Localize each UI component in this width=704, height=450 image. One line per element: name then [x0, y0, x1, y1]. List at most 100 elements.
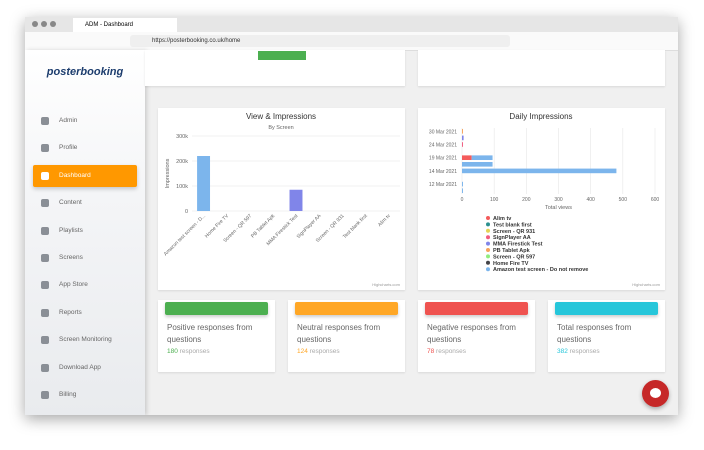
card-color-bar	[555, 302, 658, 315]
legend-marker[interactable]	[486, 241, 490, 246]
menu-label: Billing	[59, 391, 77, 398]
chart-title: Daily Impressions	[509, 112, 572, 121]
legend-marker[interactable]	[486, 222, 490, 227]
menu-label: Playlists	[59, 226, 83, 234]
y-tick-label: 12 Mar 2021	[429, 182, 457, 188]
bar-segment	[462, 155, 472, 161]
response-card: Positive responses from questions 180 res…	[158, 300, 275, 372]
y-tick-label: 200k	[176, 159, 188, 165]
legend-marker[interactable]	[486, 228, 490, 233]
bar-segment	[462, 128, 463, 134]
response-card: Negative responses from questions 78 resp…	[418, 300, 535, 372]
card-count-line: 78 responses	[427, 348, 466, 355]
menu-label: Reports	[59, 308, 82, 316]
card-count: 180	[167, 348, 178, 355]
card-color-bar	[425, 302, 528, 315]
chart: View & Impressions By Screen 0 100k 200k 300k…	[163, 112, 401, 287]
url-field[interactable]: https://posterbooking.co.uk/home	[130, 35, 510, 47]
x-tick-label: 300	[554, 197, 563, 203]
menu-icon	[41, 254, 49, 262]
card-count-line: 180 responses	[167, 348, 210, 355]
card-unit: responses	[179, 348, 210, 355]
card-count: 382	[557, 348, 568, 355]
menu-icon	[41, 308, 49, 317]
browser-tab[interactable]: ADM - Dashboard	[73, 18, 177, 32]
card-title: Neutral responses from questions	[297, 323, 381, 344]
menu-label: App Store	[59, 281, 88, 289]
legend-marker[interactable]	[486, 267, 490, 272]
bar-segment	[462, 181, 463, 187]
browser-window: ADM - Dashboard https://posterbooking.co…	[25, 17, 678, 415]
bar-segment	[462, 188, 463, 194]
card-unit: responses	[569, 348, 600, 355]
bar-segment	[462, 135, 464, 141]
legend-label[interactable]: Home Fire TV	[493, 261, 529, 267]
menu-label: Screen Monitoring	[59, 336, 112, 344]
menu-item[interactable]: Screens	[33, 247, 137, 269]
menu-item[interactable]: Content	[33, 192, 137, 214]
card-header-bar	[258, 51, 306, 60]
legend-label[interactable]: Screen - QR 597	[493, 254, 535, 260]
menu-item[interactable]: App Store	[33, 274, 137, 296]
chat-button[interactable]	[642, 380, 669, 407]
menu-icon	[41, 199, 49, 208]
legend-marker[interactable]	[486, 235, 490, 240]
legend-label[interactable]: PB Tablet Apk	[493, 248, 531, 254]
top-card	[145, 50, 405, 86]
menu-icon	[41, 144, 49, 153]
card-color-bar	[165, 302, 268, 315]
close-button[interactable]	[32, 21, 38, 27]
menu-label: Download App	[59, 363, 101, 371]
x-tick-label: 0	[461, 197, 464, 203]
menu-label: Admin	[59, 117, 78, 124]
y-tick-label: 24 Mar 2021	[429, 143, 457, 149]
legend-label[interactable]: Test blank first	[493, 222, 532, 228]
card-count: 78	[427, 348, 435, 355]
menu-item[interactable]: Admin	[33, 110, 137, 132]
menu-icon	[41, 336, 49, 345]
menu-label: Content	[59, 199, 82, 207]
maximize-button[interactable]	[50, 21, 56, 27]
y-tick-label: 300k	[176, 134, 188, 140]
bar-segment	[462, 161, 493, 167]
legend-label[interactable]: SignPlayer AA	[493, 235, 531, 241]
card-title: Negative responses from questions	[427, 323, 516, 344]
legend-label[interactable]: MMA Firestick Test	[493, 242, 543, 248]
card-title: Total responses from questions	[557, 323, 632, 344]
menu-label: Screens	[59, 254, 83, 261]
bar	[197, 156, 211, 211]
y-tick-label: 19 Mar 2021	[429, 156, 457, 162]
y-tick-label: 30 Mar 2021	[429, 129, 457, 135]
y-tick-label: 100k	[176, 184, 188, 190]
x-tick-label: 400	[586, 197, 595, 203]
bar-segment	[462, 168, 617, 174]
legend-marker[interactable]	[486, 260, 490, 265]
menu-item[interactable]: Screen Monitoring	[33, 329, 137, 351]
legend-marker[interactable]	[486, 216, 490, 220]
legend-label[interactable]: Screen - QR 931	[493, 229, 535, 235]
legend-marker[interactable]	[486, 254, 490, 259]
menu-item[interactable]: Playlists	[33, 220, 137, 242]
card-count-line: 124 responses	[297, 348, 340, 355]
legend-label[interactable]: Amazon test screen - Do not remove	[493, 267, 588, 273]
bar-segment	[462, 142, 463, 147]
logo[interactable]: posterbooking	[46, 66, 124, 78]
menu-item[interactable]: Profile	[33, 137, 137, 159]
x-tick-label: Alim tv	[377, 213, 392, 228]
menu-icon	[41, 226, 49, 235]
minimize-button[interactable]	[41, 21, 47, 27]
menu-item[interactable]: Download App	[33, 357, 137, 379]
y-axis-label: Impressions	[165, 158, 171, 188]
bar	[289, 189, 303, 211]
response-card: Total responses from questions 382 respon…	[548, 300, 665, 372]
x-tick-label: 600	[651, 197, 660, 203]
chart-card: View & Impressions By Screen 0 100k 200k 300k…	[158, 108, 405, 290]
menu-icon	[41, 281, 49, 290]
menu-item[interactable]: Dashboard	[33, 164, 137, 187]
menu-item[interactable]: Billing	[33, 384, 137, 406]
legend-marker[interactable]	[486, 248, 490, 252]
menu-item[interactable]: Reports	[33, 302, 137, 324]
y-tick-label: 0	[185, 209, 188, 215]
legend-label[interactable]: Alim tv	[493, 216, 512, 222]
